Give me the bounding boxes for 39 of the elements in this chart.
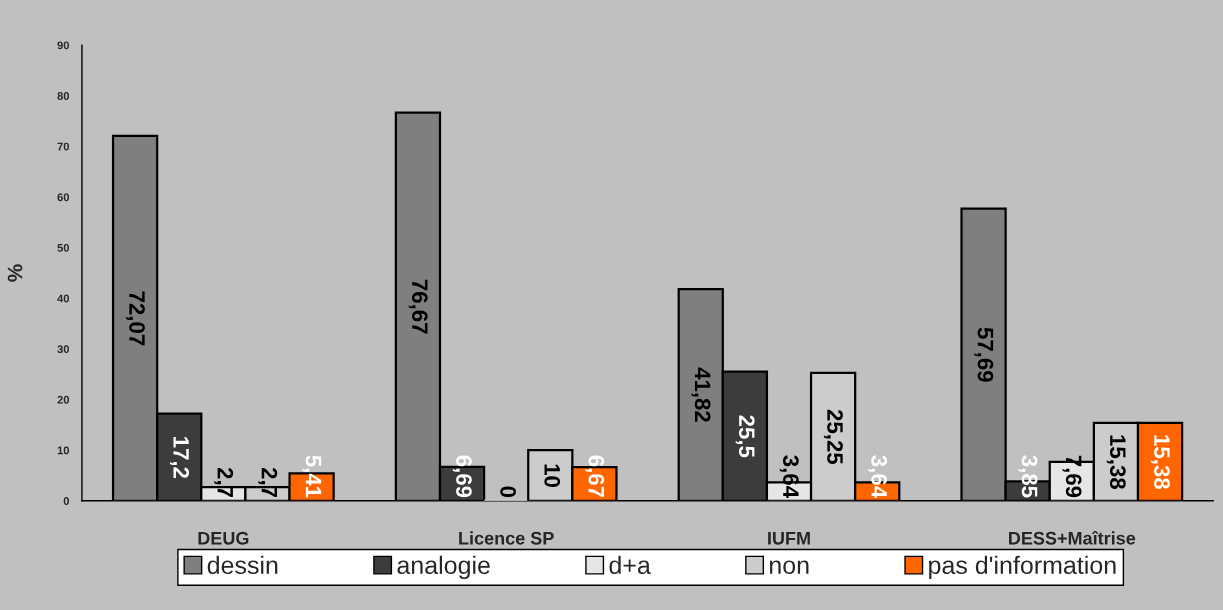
legend-label: pas d'information <box>929 555 1116 580</box>
data-label: 0 <box>500 486 516 498</box>
data-label: 2,7 <box>258 467 278 498</box>
legend-label: non <box>770 560 809 575</box>
data-label: 3,64 <box>868 455 887 498</box>
y-tick-label: 80 <box>57 92 69 100</box>
y-tick-label: 90 <box>57 41 69 50</box>
data-label: 3,64 <box>779 455 799 498</box>
data-label: 10 <box>544 464 561 487</box>
y-tick-label: 20 <box>57 395 69 404</box>
data-label: 57,69 <box>974 327 994 382</box>
data-label: 3,85 <box>1018 455 1038 498</box>
y-tick-label: 10 <box>57 446 69 455</box>
data-label: 6,67 <box>585 455 605 498</box>
data-label: 25,25 <box>823 409 843 465</box>
legend-label: dessin <box>207 555 278 575</box>
data-label: 17,2 <box>170 437 189 479</box>
y-tick-label: 60 <box>57 193 69 202</box>
y-tick-label: 0 <box>63 497 69 505</box>
legend-label: d+a <box>609 555 651 575</box>
y-axis-title: % <box>7 264 23 282</box>
y-tick-label: 30 <box>57 345 69 354</box>
data-label: 41,82 <box>691 367 711 422</box>
data-label: 15,38 <box>1150 435 1170 489</box>
x-tick-label: IUFM <box>768 532 810 545</box>
x-tick-label: DESS+Maîtrise <box>1009 530 1136 545</box>
x-tick-label: DEUG <box>198 531 249 545</box>
y-tick-label: 40 <box>57 294 69 303</box>
data-label: 15,38 <box>1106 435 1126 489</box>
data-label: 6,69 <box>452 455 472 498</box>
y-tick-label: 50 <box>57 243 69 252</box>
data-label: 76,67 <box>408 279 428 334</box>
y-tick-label: 70 <box>57 142 69 151</box>
data-label: 25,5 <box>735 415 755 458</box>
data-label: 72,07 <box>125 291 145 346</box>
legend-label: analogie <box>397 555 490 580</box>
x-tick-label: Licence SP <box>459 531 554 545</box>
data-label: 2,7 <box>214 467 234 498</box>
data-label: 5,41 <box>302 455 322 498</box>
